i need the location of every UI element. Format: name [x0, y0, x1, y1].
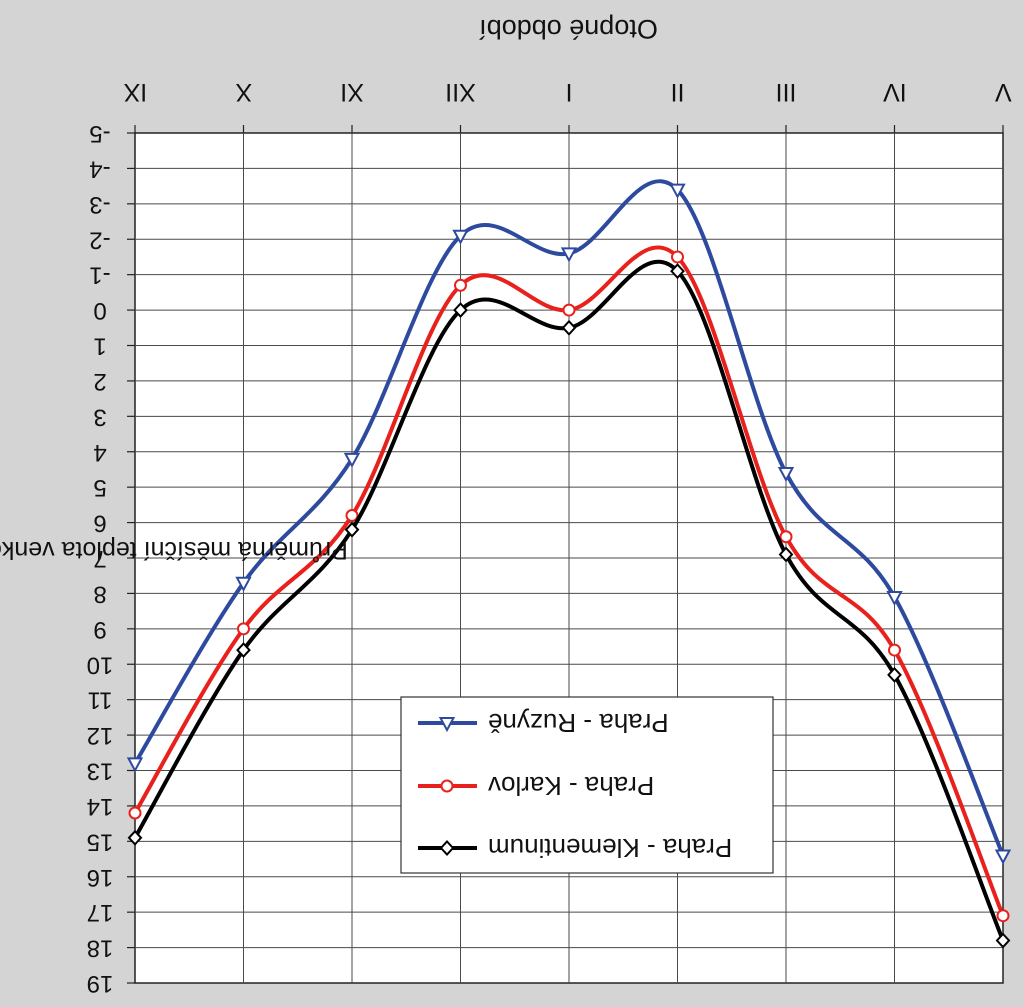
series-line-praha-klementinum: [133, 260, 1005, 942]
y-axis-label: Průměrná měsíční teplota venkovního vzdu…: [0, 536, 348, 564]
x-tick-label: XI: [340, 78, 364, 106]
data-point-praha-klementinum: [236, 642, 251, 659]
x-tick-label: II: [671, 78, 685, 106]
y-tick-label: 15: [87, 828, 114, 855]
legend-label: Praha - Klementinum: [488, 833, 732, 863]
series-line-praha-karlov: [133, 245, 1005, 917]
data-point-praha-ruzyn: [452, 229, 469, 245]
y-tick-label: 5: [93, 474, 106, 501]
y-tick-label: 9: [93, 616, 106, 643]
series-line-praha-ruzyn: [133, 179, 1005, 857]
y-tick-label: 12: [87, 722, 114, 749]
data-point-praha-karlov: [888, 643, 901, 657]
data-point-praha-klementinum: [344, 521, 360, 538]
x-tick-label: IX: [123, 78, 147, 106]
data-point-praha-klementinum: [453, 302, 468, 319]
y-tick-label: 16: [87, 864, 114, 891]
data-point-praha-karlov: [671, 250, 684, 264]
y-tick-label: 6: [93, 510, 106, 537]
data-point-praha-karlov: [454, 278, 467, 292]
y-tick-label: 1: [93, 333, 106, 360]
y-tick-label: 10: [87, 651, 114, 678]
chart-title: Otopné období: [479, 14, 658, 44]
data-point-praha-klementinum: [670, 263, 685, 280]
legend-swatch-marker: [440, 779, 454, 793]
legend-swatch-marker: [439, 840, 455, 856]
y-tick-label: -1: [89, 262, 110, 289]
x-tick-label: V: [995, 78, 1012, 106]
y-tick-label: -4: [89, 155, 110, 182]
legend-swatch-marker: [438, 717, 456, 733]
y-tick-label: 13: [87, 758, 114, 785]
data-point-praha-karlov: [779, 530, 793, 544]
y-tick-label: 2: [93, 368, 106, 395]
data-point-praha-ruzyn: [343, 452, 361, 468]
y-tick-label: -3: [89, 191, 110, 218]
y-tick-label: 11: [88, 687, 113, 714]
data-point-praha-ruzyn: [886, 590, 903, 607]
y-tick-label: 8: [93, 580, 106, 607]
data-point-praha-karlov: [345, 509, 359, 522]
x-tick-label: III: [776, 78, 797, 106]
y-tick-label: 4: [93, 439, 106, 466]
y-tick-label: 18: [87, 935, 114, 962]
data-point-praha-ruzyn: [669, 183, 686, 199]
data-point-praha-klementinum: [887, 666, 902, 683]
data-point-praha-ruzyn: [994, 849, 1012, 865]
y-tick-label: 3: [93, 403, 106, 430]
y-tick-label: 7: [93, 545, 106, 572]
data-point-praha-karlov: [237, 622, 250, 636]
data-point-praha-karlov: [128, 806, 142, 820]
legend-label: Praha - Karlov: [488, 771, 654, 801]
data-point-praha-karlov: [562, 303, 576, 317]
legend-label: Praha - Ruzyně: [488, 708, 669, 738]
data-point-praha-karlov: [996, 909, 1010, 923]
x-tick-label: X: [235, 78, 252, 106]
data-point-praha-ruzyn: [777, 467, 795, 483]
data-point-praha-ruzyn: [560, 247, 578, 263]
y-tick-label: 0: [93, 297, 106, 324]
y-tick-label: -5: [89, 120, 110, 147]
y-tick-label: 17: [87, 899, 114, 926]
y-tick-label: 19: [87, 970, 114, 997]
y-tick-label: -2: [89, 226, 110, 253]
axes: -5-4-3-2-1012345678910111213141516171819…: [87, 78, 1012, 997]
x-tick-label: XII: [445, 78, 476, 106]
data-point-praha-ruzyn: [235, 576, 252, 592]
y-tick-label: 14: [87, 793, 114, 820]
data-point-praha-ruzyn: [126, 757, 144, 773]
legend: Praha - Ruzyně Praha - Karlov Praha - Klem…: [400, 696, 774, 874]
data-point-praha-klementinum: [778, 546, 794, 563]
x-tick-label: IV: [883, 78, 907, 106]
data-point-praha-klementinum: [995, 932, 1011, 949]
x-tick-label: I: [566, 78, 573, 106]
data-point-praha-klementinum: [561, 319, 577, 336]
data-point-praha-klementinum: [127, 829, 143, 846]
series-lines: [126, 179, 1012, 949]
